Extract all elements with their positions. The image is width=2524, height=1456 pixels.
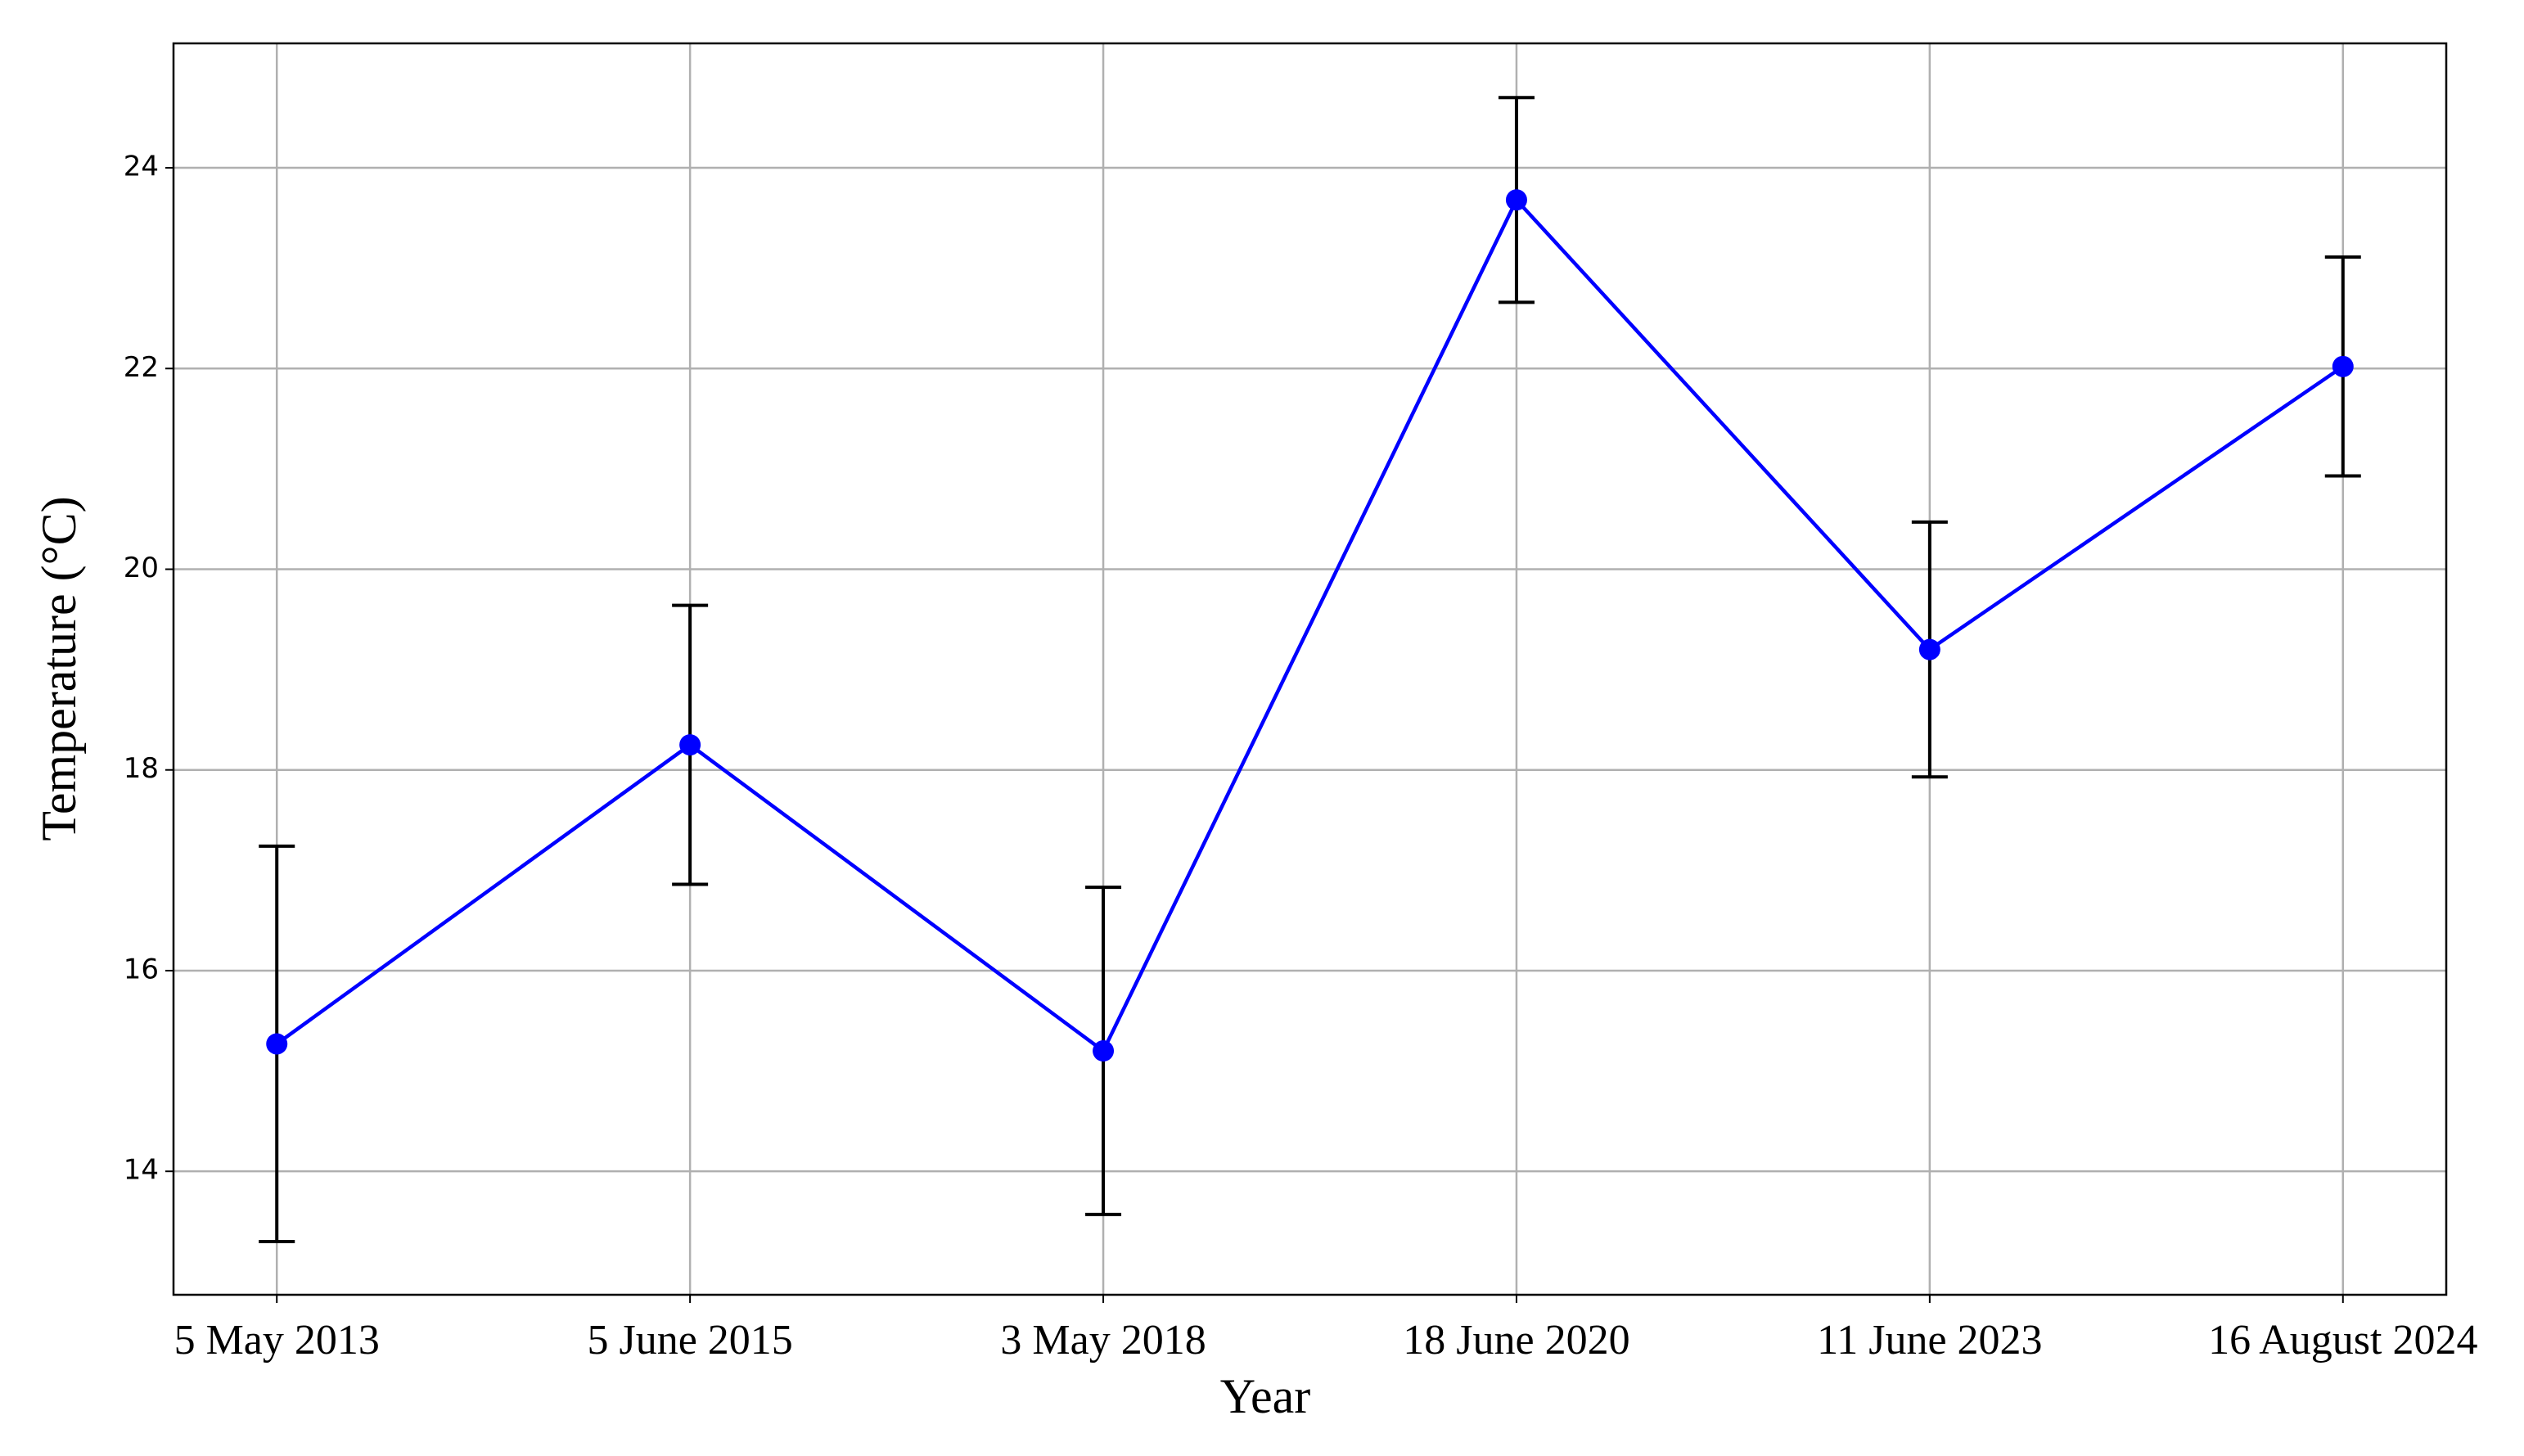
y-tick-label: 18 xyxy=(124,752,159,785)
marker xyxy=(1505,189,1527,211)
x-tick-label: 5 May 2013 xyxy=(174,1317,380,1364)
y-axis-label: Temperature (°C) xyxy=(32,496,86,841)
plot-frame xyxy=(172,42,2448,1296)
marker xyxy=(679,734,701,756)
marker xyxy=(2332,355,2354,377)
x-tick-label: 11 June 2023 xyxy=(1817,1317,2042,1364)
line xyxy=(275,196,2345,1054)
x-tick-label: 16 August 2024 xyxy=(2208,1317,2477,1364)
y-tick-label: 22 xyxy=(124,351,159,384)
y-tick-label: 16 xyxy=(124,953,159,985)
x-tick-label: 18 June 2020 xyxy=(1403,1317,1629,1364)
y-tick-label: 20 xyxy=(124,552,159,584)
marker xyxy=(1918,638,1940,660)
x-tick-label: 5 June 2015 xyxy=(587,1317,792,1364)
y-tick-label: 14 xyxy=(124,1154,159,1187)
x-axis-label: Year xyxy=(1220,1369,1311,1423)
marker xyxy=(266,1033,288,1055)
marker xyxy=(1093,1040,1115,1062)
y-tick-label: 24 xyxy=(124,151,159,183)
x-tick-label: 3 May 2018 xyxy=(1000,1317,1206,1364)
